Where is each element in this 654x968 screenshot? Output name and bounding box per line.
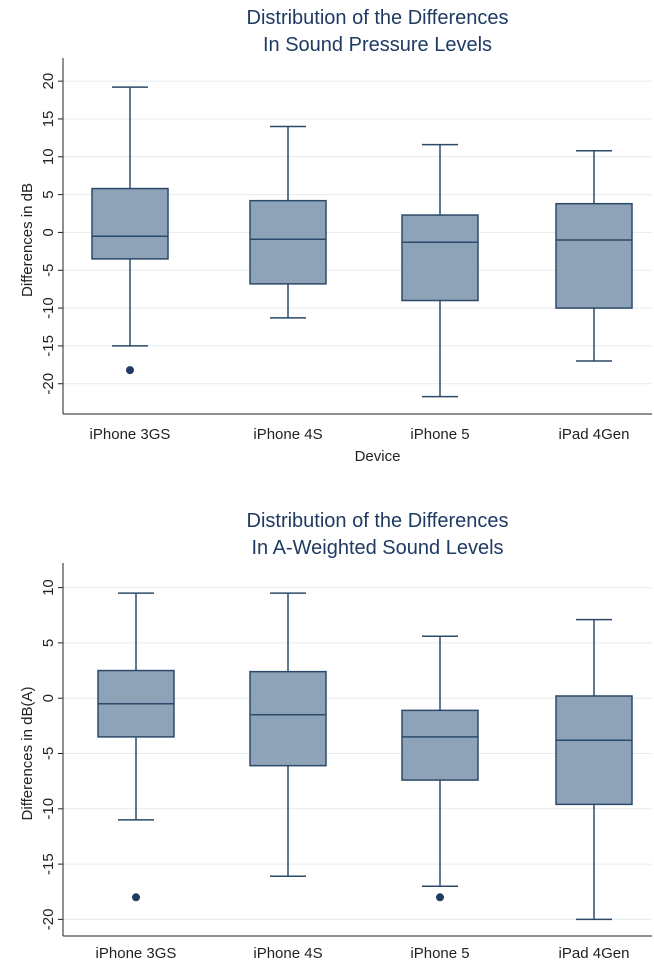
y-tick-label: -15 xyxy=(40,335,57,357)
y-tick-label: -5 xyxy=(40,264,57,277)
y-tick-label: -20 xyxy=(40,909,57,931)
x-axis-title: Device xyxy=(355,448,401,465)
box-iqr xyxy=(401,709,479,781)
y-tick-label: 10 xyxy=(40,148,57,165)
y-axis-title: Differences in dB(A) xyxy=(19,687,36,821)
box-iqr xyxy=(249,199,327,285)
chart-title-line: In A-Weighted Sound Levels xyxy=(251,537,503,559)
y-tick-label: -5 xyxy=(40,747,57,760)
x-category-label: iPhone 5 xyxy=(410,426,469,443)
y-tick-label: 0 xyxy=(40,228,57,236)
box-iqr xyxy=(401,214,479,302)
box-iqr xyxy=(249,670,327,767)
x-category-label: iPad 4Gen xyxy=(559,426,630,443)
chart-title-line: Distribution of the Differences xyxy=(247,7,509,29)
y-tick-label: 0 xyxy=(40,694,57,702)
x-category-label: iPhone 3GS xyxy=(96,945,177,962)
y-tick-label: 15 xyxy=(40,111,57,128)
y-tick-label: 5 xyxy=(40,639,57,647)
x-category-label: iPad 4Gen xyxy=(559,945,630,962)
outlier-point xyxy=(126,366,134,375)
box-iqr xyxy=(91,187,169,260)
outlier-point xyxy=(132,893,140,902)
y-tick-label: -20 xyxy=(40,373,57,395)
x-category-label: iPhone 4S xyxy=(253,426,322,443)
y-tick-label: -10 xyxy=(40,798,57,820)
outlier-point xyxy=(436,893,444,902)
box-iqr xyxy=(555,202,633,309)
y-tick-label: -15 xyxy=(40,853,57,875)
chart-title-line: In Sound Pressure Levels xyxy=(263,34,492,56)
chart-title-line: Distribution of the Differences xyxy=(247,510,509,532)
y-tick-label: 10 xyxy=(40,579,57,596)
chart-sound-pressure: Distribution of the Differences In Sound … xyxy=(19,7,652,465)
chart-a-weighted: Distribution of the Differences In A-Weig… xyxy=(19,510,652,962)
y-tick-label: 5 xyxy=(40,190,57,198)
box-iqr xyxy=(555,695,633,806)
x-category-label: iPhone 3GS xyxy=(90,426,171,443)
x-category-label: iPhone 4S xyxy=(253,945,322,962)
y-axis-title: Differences in dB xyxy=(19,183,36,297)
y-tick-label: 20 xyxy=(40,73,57,90)
x-category-label: iPhone 5 xyxy=(410,945,469,962)
y-tick-label: -10 xyxy=(40,297,57,319)
